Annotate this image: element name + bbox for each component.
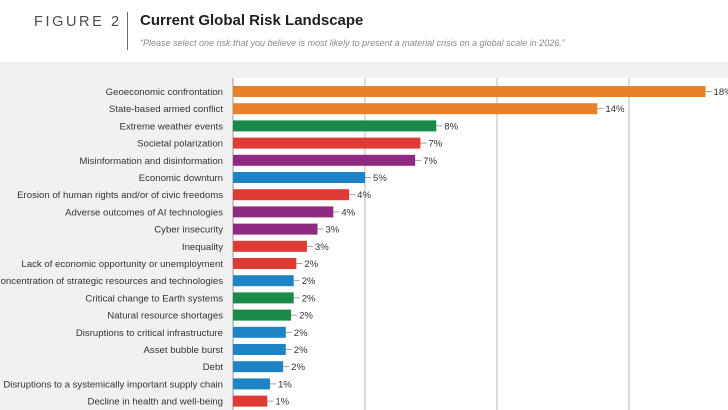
figure-header: FIGURE 2 Current Global Risk Landscape “… [0,0,728,62]
category-label: Cyber insecurity [154,225,223,236]
header-divider [127,12,128,50]
value-label: 18% [714,87,728,98]
category-label: Adverse outcomes of AI technologies [65,207,223,218]
category-label: Erosion of human rights and/or of civic … [17,190,223,201]
bar [233,344,286,355]
bar [233,378,270,390]
value-label: 7% [428,139,442,150]
value-label: 2% [299,311,313,322]
category-label: Disruptions to critical infrastructure [76,328,223,339]
bar [233,172,365,183]
value-label: 5% [373,173,387,184]
category-label: Misinformation and disinformation [80,156,223,167]
bar [233,86,706,97]
figure-label: FIGURE 2 [34,14,122,30]
value-label: 4% [357,190,371,201]
category-label: Geoeconomic confrontation [106,87,223,98]
category-label: State-based armed conflict [109,104,223,115]
category-label: Decline in health and well-being [88,397,223,408]
category-label: Critical change to Earth systems [85,293,223,304]
value-label: 1% [275,397,289,408]
value-label: 1% [278,379,292,390]
bar [233,309,292,321]
value-label: 14% [605,104,625,115]
category-label: Economic downturn [139,173,223,184]
category-label: Societal polarization [137,139,223,150]
bar [233,292,294,304]
bar [233,137,421,149]
value-label: 2% [302,276,316,287]
category-label: Extreme weather events [120,121,224,132]
category-label: Disruptions to a systemically important … [3,379,223,390]
bar [233,206,334,218]
value-label: 3% [315,242,329,253]
value-label: 2% [294,345,308,356]
category-label: Lack of economic opportunity or unemploy… [21,259,223,270]
category-label: Natural resource shortages [107,311,223,322]
bar [233,154,416,166]
category-label: Concentration of strategic resources and… [0,276,223,287]
value-label: 2% [291,362,305,373]
category-label: Debt [203,362,224,373]
bar [233,189,350,201]
value-label: 2% [304,259,318,270]
bar-chart: Geoeconomic confrontation 18% State-based … [0,78,728,410]
bar [233,258,297,269]
bar [233,240,307,252]
plot-area [233,78,728,410]
bar [233,326,286,338]
category-label: Asset bubble burst [144,345,224,356]
bar [233,395,268,407]
value-label: 3% [325,225,339,236]
bar [233,275,294,287]
bar [233,361,284,373]
bar [233,223,318,235]
value-label: 2% [294,328,308,339]
value-label: 7% [423,156,437,167]
bar [233,103,598,115]
category-label: Inequality [182,242,223,253]
chart-subtitle: “Please select one risk that you believe… [140,38,565,48]
value-label: 4% [341,207,355,218]
value-label: 2% [302,293,316,304]
chart-title: Current Global Risk Landscape [140,12,364,29]
bar [233,120,437,132]
value-label: 8% [444,121,458,132]
